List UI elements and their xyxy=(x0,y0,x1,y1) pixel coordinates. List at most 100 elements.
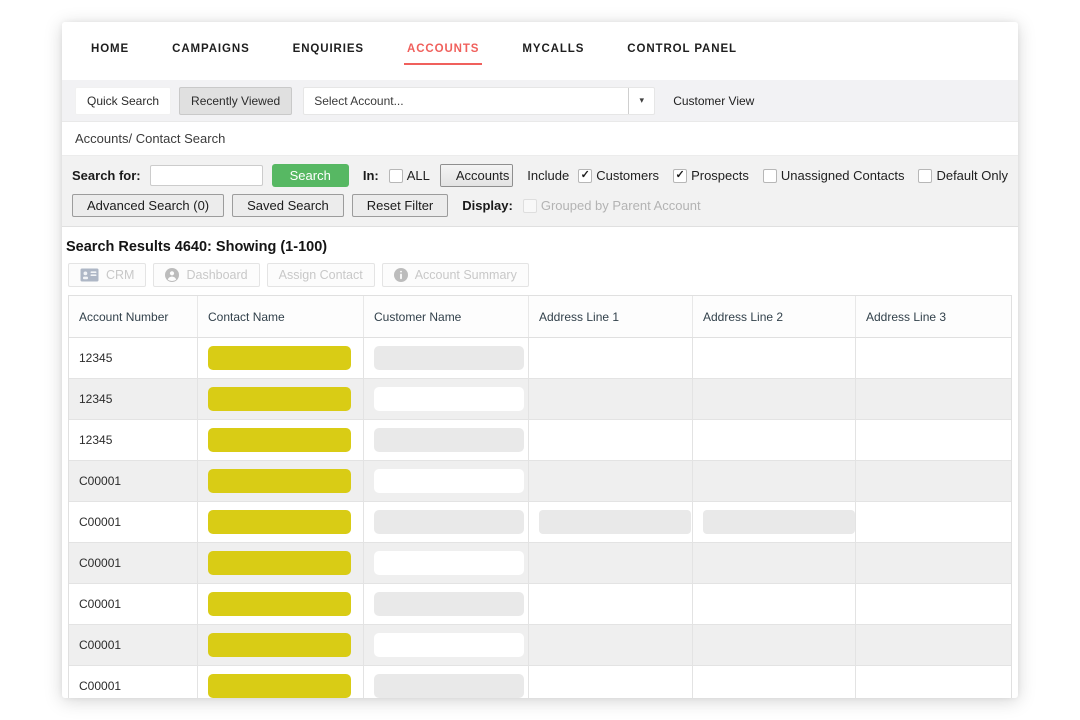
contact-name-cell xyxy=(198,338,364,378)
customer-name-cell xyxy=(364,379,529,419)
contact-name-cell xyxy=(198,625,364,665)
saved-search-button[interactable]: Saved Search xyxy=(232,194,344,217)
grouped-by-parent-label: Grouped by Parent Account xyxy=(541,198,701,213)
nav-item-control-panel[interactable]: CONTROL PANEL xyxy=(624,38,740,65)
column-header-customer-name[interactable]: Customer Name xyxy=(364,296,529,337)
scope-toggle: Accounts Contacts xyxy=(440,164,513,187)
contact-name-cell xyxy=(198,502,364,542)
table-row[interactable]: C00001 xyxy=(69,502,1011,543)
default-only-checkbox-label: Default Only xyxy=(936,168,1008,183)
account-number-cell: C00001 xyxy=(69,543,198,583)
unassigned-contacts-checkbox[interactable] xyxy=(763,169,777,183)
column-header-address-line-1[interactable]: Address Line 1 xyxy=(529,296,693,337)
address-line-1-cell xyxy=(529,461,693,501)
filter-row-actions: Advanced Search (0) Saved Search Reset F… xyxy=(72,194,1008,217)
nav-item-mycalls[interactable]: MYCALLS xyxy=(519,38,587,65)
crm-button[interactable]: CRM xyxy=(68,263,146,287)
recently-viewed-tab[interactable]: Recently Viewed xyxy=(179,87,292,115)
all-checkbox[interactable] xyxy=(389,169,403,183)
crm-button-label: CRM xyxy=(106,268,134,282)
address-line-1-cell xyxy=(529,420,693,460)
table-row[interactable]: 12345 xyxy=(69,379,1011,420)
customers-checkbox[interactable] xyxy=(578,169,592,183)
account-number-cell: C00001 xyxy=(69,666,198,698)
results-heading: Search Results 4640: Showing (1-100) xyxy=(62,227,1018,263)
nav-item-home[interactable]: HOME xyxy=(88,38,132,65)
advanced-search-button[interactable]: Advanced Search (0) xyxy=(72,194,224,217)
account-number-cell: 12345 xyxy=(69,420,198,460)
table-row[interactable]: C00001 xyxy=(69,625,1011,666)
address-line-3-cell xyxy=(856,666,1011,698)
table-row[interactable]: C00001 xyxy=(69,666,1011,698)
account-number-cell: 12345 xyxy=(69,379,198,419)
customer-name-cell xyxy=(364,625,529,665)
address-line-3-cell xyxy=(856,379,1011,419)
contact-redaction-block xyxy=(208,510,351,534)
account-select[interactable]: Select Account... ▾ xyxy=(303,87,655,115)
quick-search-bar: Quick Search Recently Viewed Select Acco… xyxy=(62,80,1018,122)
customer-redaction-block xyxy=(374,387,524,411)
address-line-1-cell xyxy=(529,625,693,665)
all-checkbox-label: ALL xyxy=(407,168,430,183)
grouped-by-parent-checkbox[interactable] xyxy=(523,199,537,213)
account-select-placeholder: Select Account... xyxy=(304,94,628,108)
dashboard-button[interactable]: Dashboard xyxy=(153,263,259,287)
filter-row-search: Search for: Search In: ALL Accounts Cont… xyxy=(72,164,1008,187)
nav-item-accounts[interactable]: ACCOUNTS xyxy=(404,38,482,65)
quick-search-tab[interactable]: Quick Search xyxy=(75,87,171,115)
address-line-2-cell xyxy=(693,338,856,378)
address1-redaction-block xyxy=(539,510,691,534)
address-line-3-cell xyxy=(856,338,1011,378)
address-line-1-cell xyxy=(529,584,693,624)
account-number-cell: C00001 xyxy=(69,625,198,665)
address-line-2-cell xyxy=(693,502,856,542)
display-label: Display: xyxy=(462,198,513,213)
address-line-2-cell xyxy=(693,379,856,419)
contact-redaction-block xyxy=(208,428,351,452)
address-line-2-cell xyxy=(693,461,856,501)
person-circle-icon xyxy=(165,268,179,282)
table-row[interactable]: C00001 xyxy=(69,461,1011,502)
nav-item-campaigns[interactable]: CAMPAIGNS xyxy=(169,38,253,65)
column-header-address-line-3[interactable]: Address Line 3 xyxy=(856,296,1011,337)
default-only-checkbox[interactable] xyxy=(918,169,932,183)
prospects-checkbox[interactable] xyxy=(673,169,687,183)
app-window: HOME CAMPAIGNS ENQUIRIES ACCOUNTS MYCALL… xyxy=(62,22,1018,698)
search-button[interactable]: Search xyxy=(272,164,349,187)
accounts-toggle-button[interactable]: Accounts xyxy=(441,165,513,186)
address-line-1-cell xyxy=(529,379,693,419)
address-line-3-cell xyxy=(856,543,1011,583)
column-header-account-number[interactable]: Account Number xyxy=(69,296,198,337)
address-line-3-cell xyxy=(856,584,1011,624)
account-number-cell: 12345 xyxy=(69,338,198,378)
customer-redaction-block xyxy=(374,510,524,534)
contact-name-cell xyxy=(198,666,364,698)
account-summary-button[interactable]: Account Summary xyxy=(382,263,529,287)
customer-redaction-block xyxy=(374,469,524,493)
column-header-address-line-2[interactable]: Address Line 2 xyxy=(693,296,856,337)
customer-view-link[interactable]: Customer View xyxy=(673,94,754,108)
filter-panel: Search for: Search In: ALL Accounts Cont… xyxy=(62,156,1018,227)
assign-contact-button[interactable]: Assign Contact xyxy=(267,263,375,287)
address-line-1-cell xyxy=(529,338,693,378)
contact-name-cell xyxy=(198,543,364,583)
table-header-row: Account Number Contact Name Customer Nam… xyxy=(69,296,1011,338)
reset-filter-button[interactable]: Reset Filter xyxy=(352,194,448,217)
contact-redaction-block xyxy=(208,387,351,411)
column-header-contact-name[interactable]: Contact Name xyxy=(198,296,364,337)
address2-redaction-block xyxy=(703,510,855,534)
contact-redaction-block xyxy=(208,551,351,575)
table-row[interactable]: C00001 xyxy=(69,584,1011,625)
contact-redaction-block xyxy=(208,633,351,657)
customer-name-cell xyxy=(364,502,529,542)
customer-redaction-block xyxy=(374,674,524,698)
table-row[interactable]: C00001 xyxy=(69,543,1011,584)
customer-name-cell xyxy=(364,461,529,501)
customer-redaction-block xyxy=(374,633,524,657)
address-line-1-cell xyxy=(529,666,693,698)
table-row[interactable]: 12345 xyxy=(69,338,1011,379)
search-input[interactable] xyxy=(150,165,263,186)
nav-item-enquiries[interactable]: ENQUIRIES xyxy=(290,38,367,65)
account-number-cell: C00001 xyxy=(69,584,198,624)
table-row[interactable]: 12345 xyxy=(69,420,1011,461)
